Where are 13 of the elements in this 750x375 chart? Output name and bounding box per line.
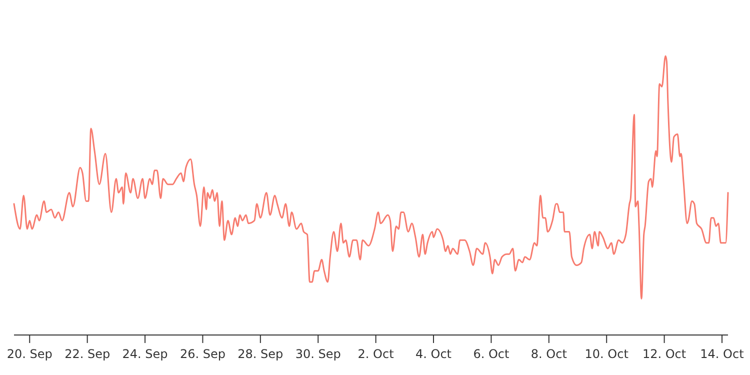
x-tick-label: 26. Sep <box>180 347 226 361</box>
x-tick-label: 6. Oct <box>473 347 510 361</box>
x-tick-label: 4. Oct <box>415 347 452 361</box>
x-tick-label: 14. Oct <box>700 347 744 361</box>
x-tick-label: 10. Oct <box>584 347 629 361</box>
x-tick-label: 8. Oct <box>530 347 568 361</box>
x-tick-label: 2. Oct <box>358 347 394 361</box>
x-tick-label: 28. Sep <box>238 347 284 361</box>
x-tick-label: 30. Sep <box>295 347 341 361</box>
x-tick-label: 12. Oct <box>642 347 686 361</box>
x-tick-label: 20. Sep <box>6 347 52 361</box>
x-tick-label: 24. Sep <box>122 347 168 361</box>
x-tick-label: 22. Sep <box>64 347 110 361</box>
